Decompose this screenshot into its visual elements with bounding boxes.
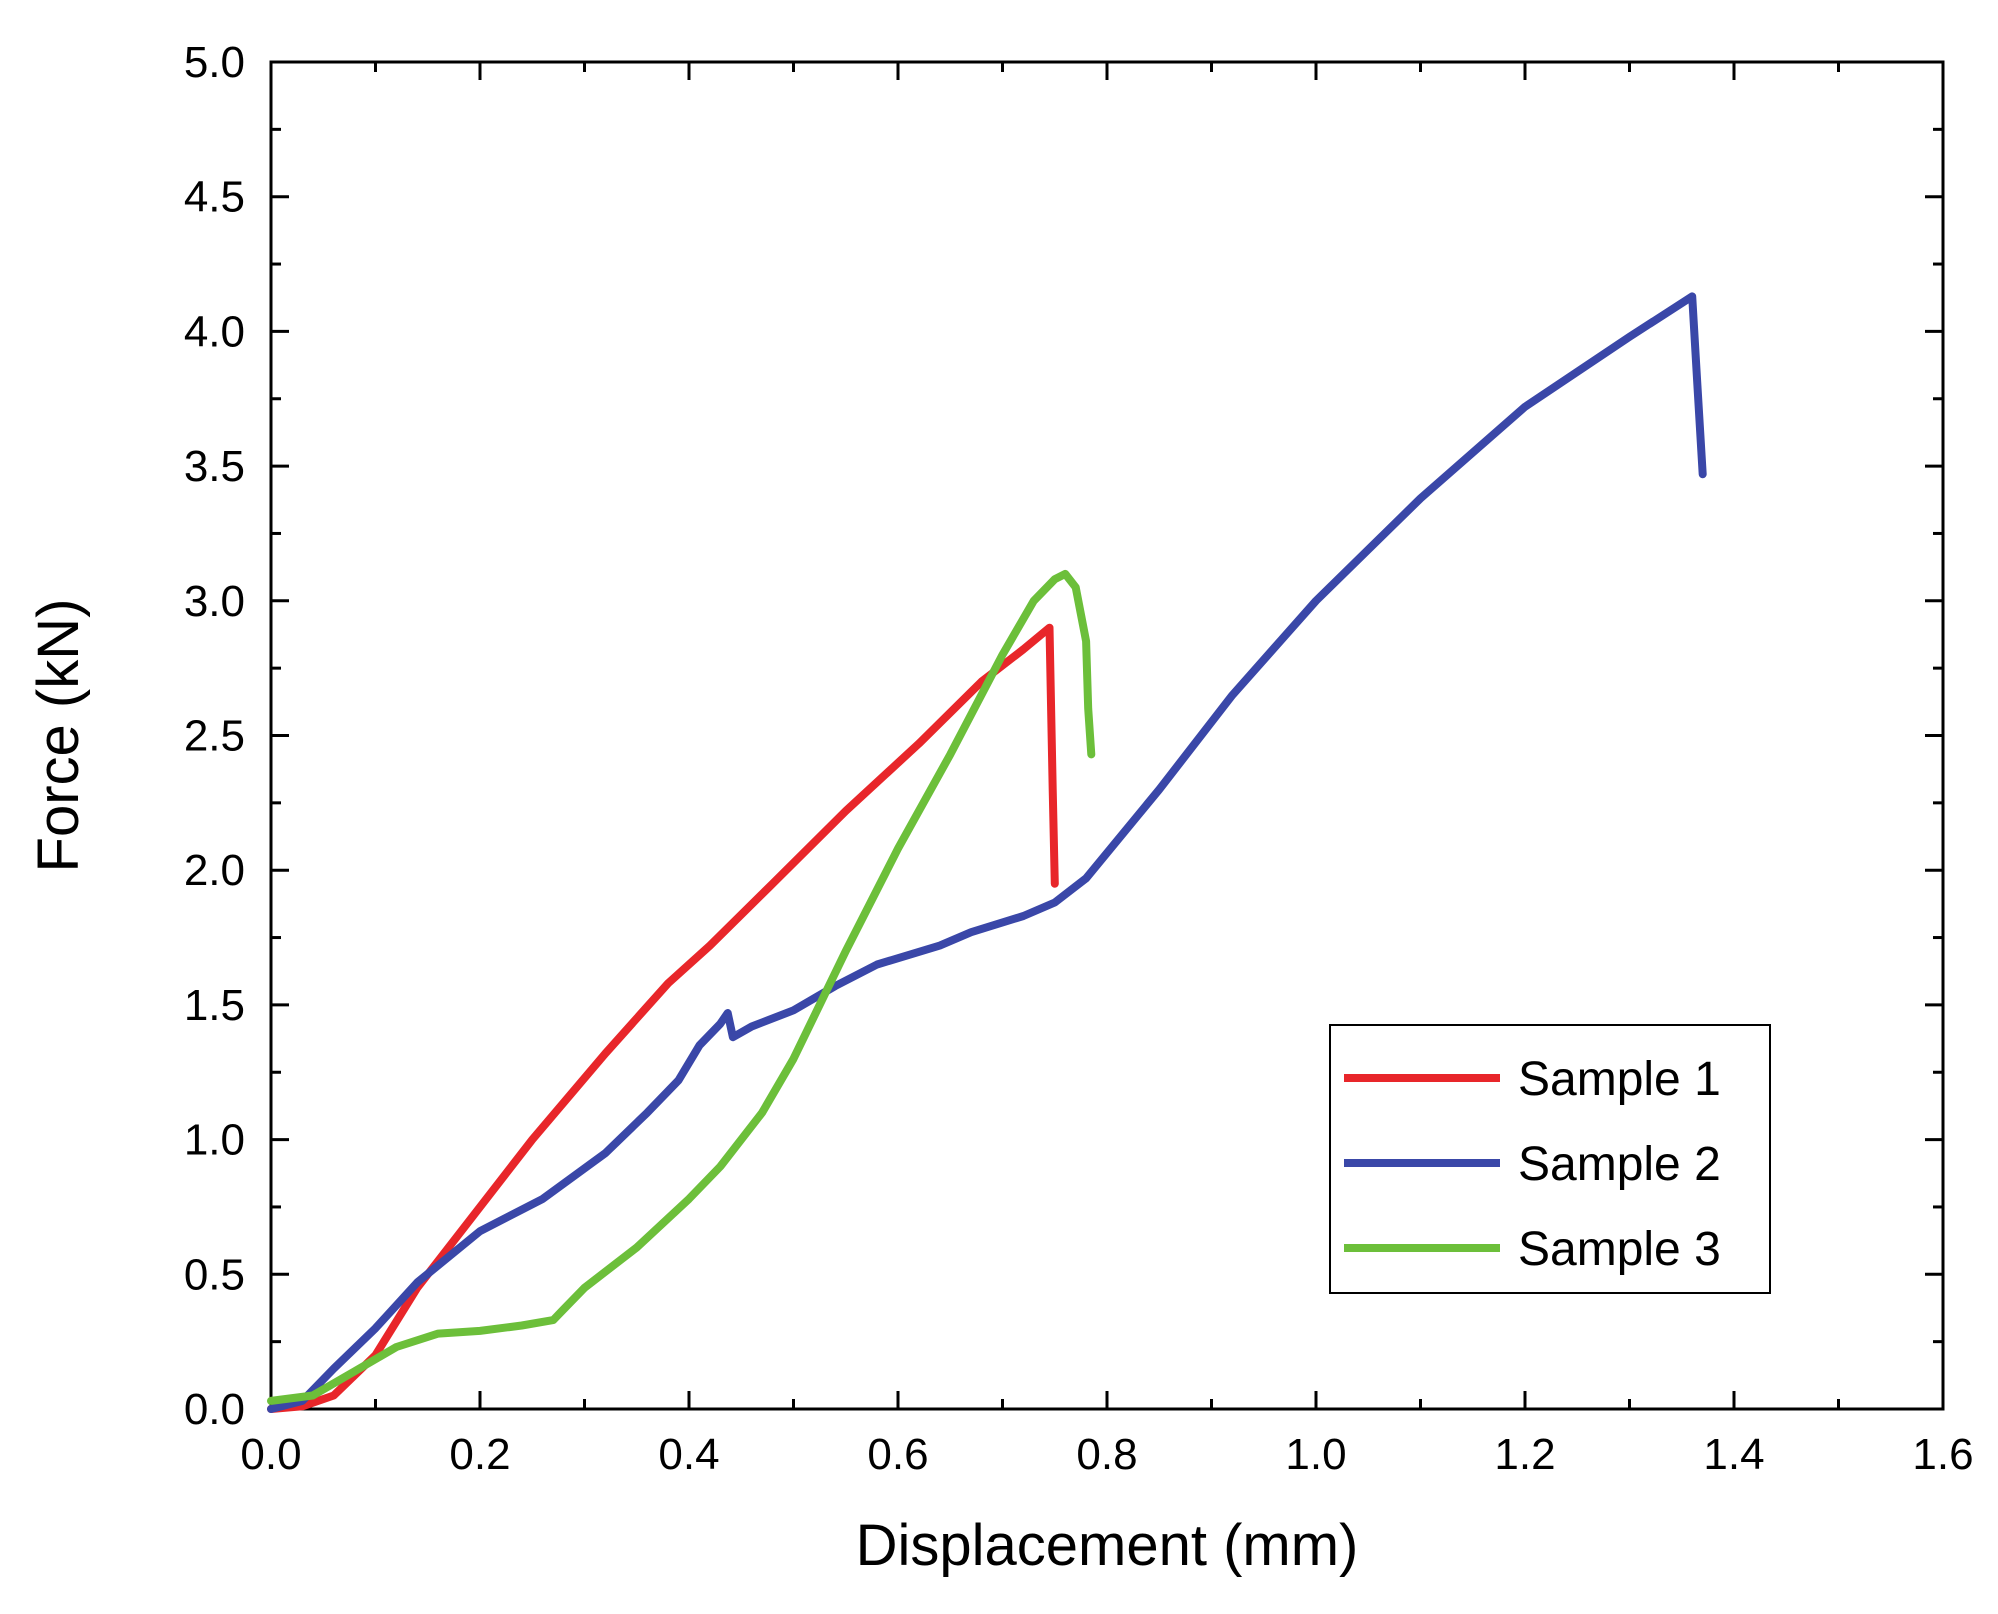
y-tick-label: 2.0	[184, 846, 245, 895]
x-tick-label: 0.0	[240, 1430, 301, 1479]
x-tick-label: 0.4	[658, 1430, 719, 1479]
y-tick-label: 4.5	[184, 173, 245, 222]
y-tick-label: 1.5	[184, 981, 245, 1030]
legend-label-1: Sample 1	[1518, 1053, 1721, 1106]
x-tick-label: 1.0	[1285, 1430, 1346, 1479]
y-tick-label: 1.0	[184, 1116, 245, 1165]
y-tick-label: 3.0	[184, 577, 245, 626]
series-line-1	[267, 623, 1059, 1413]
y-axis-ticks: 0.0 0.5 1.0 1.5 2.0 2.5 3.0 3.5 4.0 4.5 5.0	[184, 38, 1943, 1434]
legend-label-2: Sample 2	[1518, 1138, 1721, 1191]
y-tick-label: 3.5	[184, 442, 245, 491]
x-tick-label: 1.6	[1912, 1430, 1973, 1479]
x-tick-label: 0.2	[449, 1430, 510, 1479]
y-tick-label: 0.0	[184, 1385, 245, 1434]
x-tick-label: 1.4	[1703, 1430, 1764, 1479]
legend: Sample 1 Sample 2 Sample 3	[1329, 1024, 1771, 1294]
x-tick-label: 0.6	[867, 1430, 928, 1479]
x-tick-label: 1.2	[1494, 1430, 1555, 1479]
y-tick-label: 0.5	[184, 1250, 245, 1299]
x-tick-label: 0.8	[1076, 1430, 1137, 1479]
y-tick-label: 5.0	[184, 38, 245, 87]
series-layer	[267, 292, 1707, 1413]
y-tick-label: 2.5	[184, 712, 245, 761]
x-axis-ticks: 0.0 0.2 0.4 0.6 0.8 1.0 1.2 1.4 1.6	[240, 62, 1974, 1479]
y-tick-label: 4.0	[184, 307, 245, 356]
legend-label-3: Sample 3	[1518, 1223, 1721, 1276]
series-line-3	[267, 569, 1096, 1405]
y-axis-title: Force (kN)	[26, 599, 91, 873]
series-line-2	[267, 292, 1707, 1413]
x-axis-title: Displacement (mm)	[856, 1513, 1359, 1578]
